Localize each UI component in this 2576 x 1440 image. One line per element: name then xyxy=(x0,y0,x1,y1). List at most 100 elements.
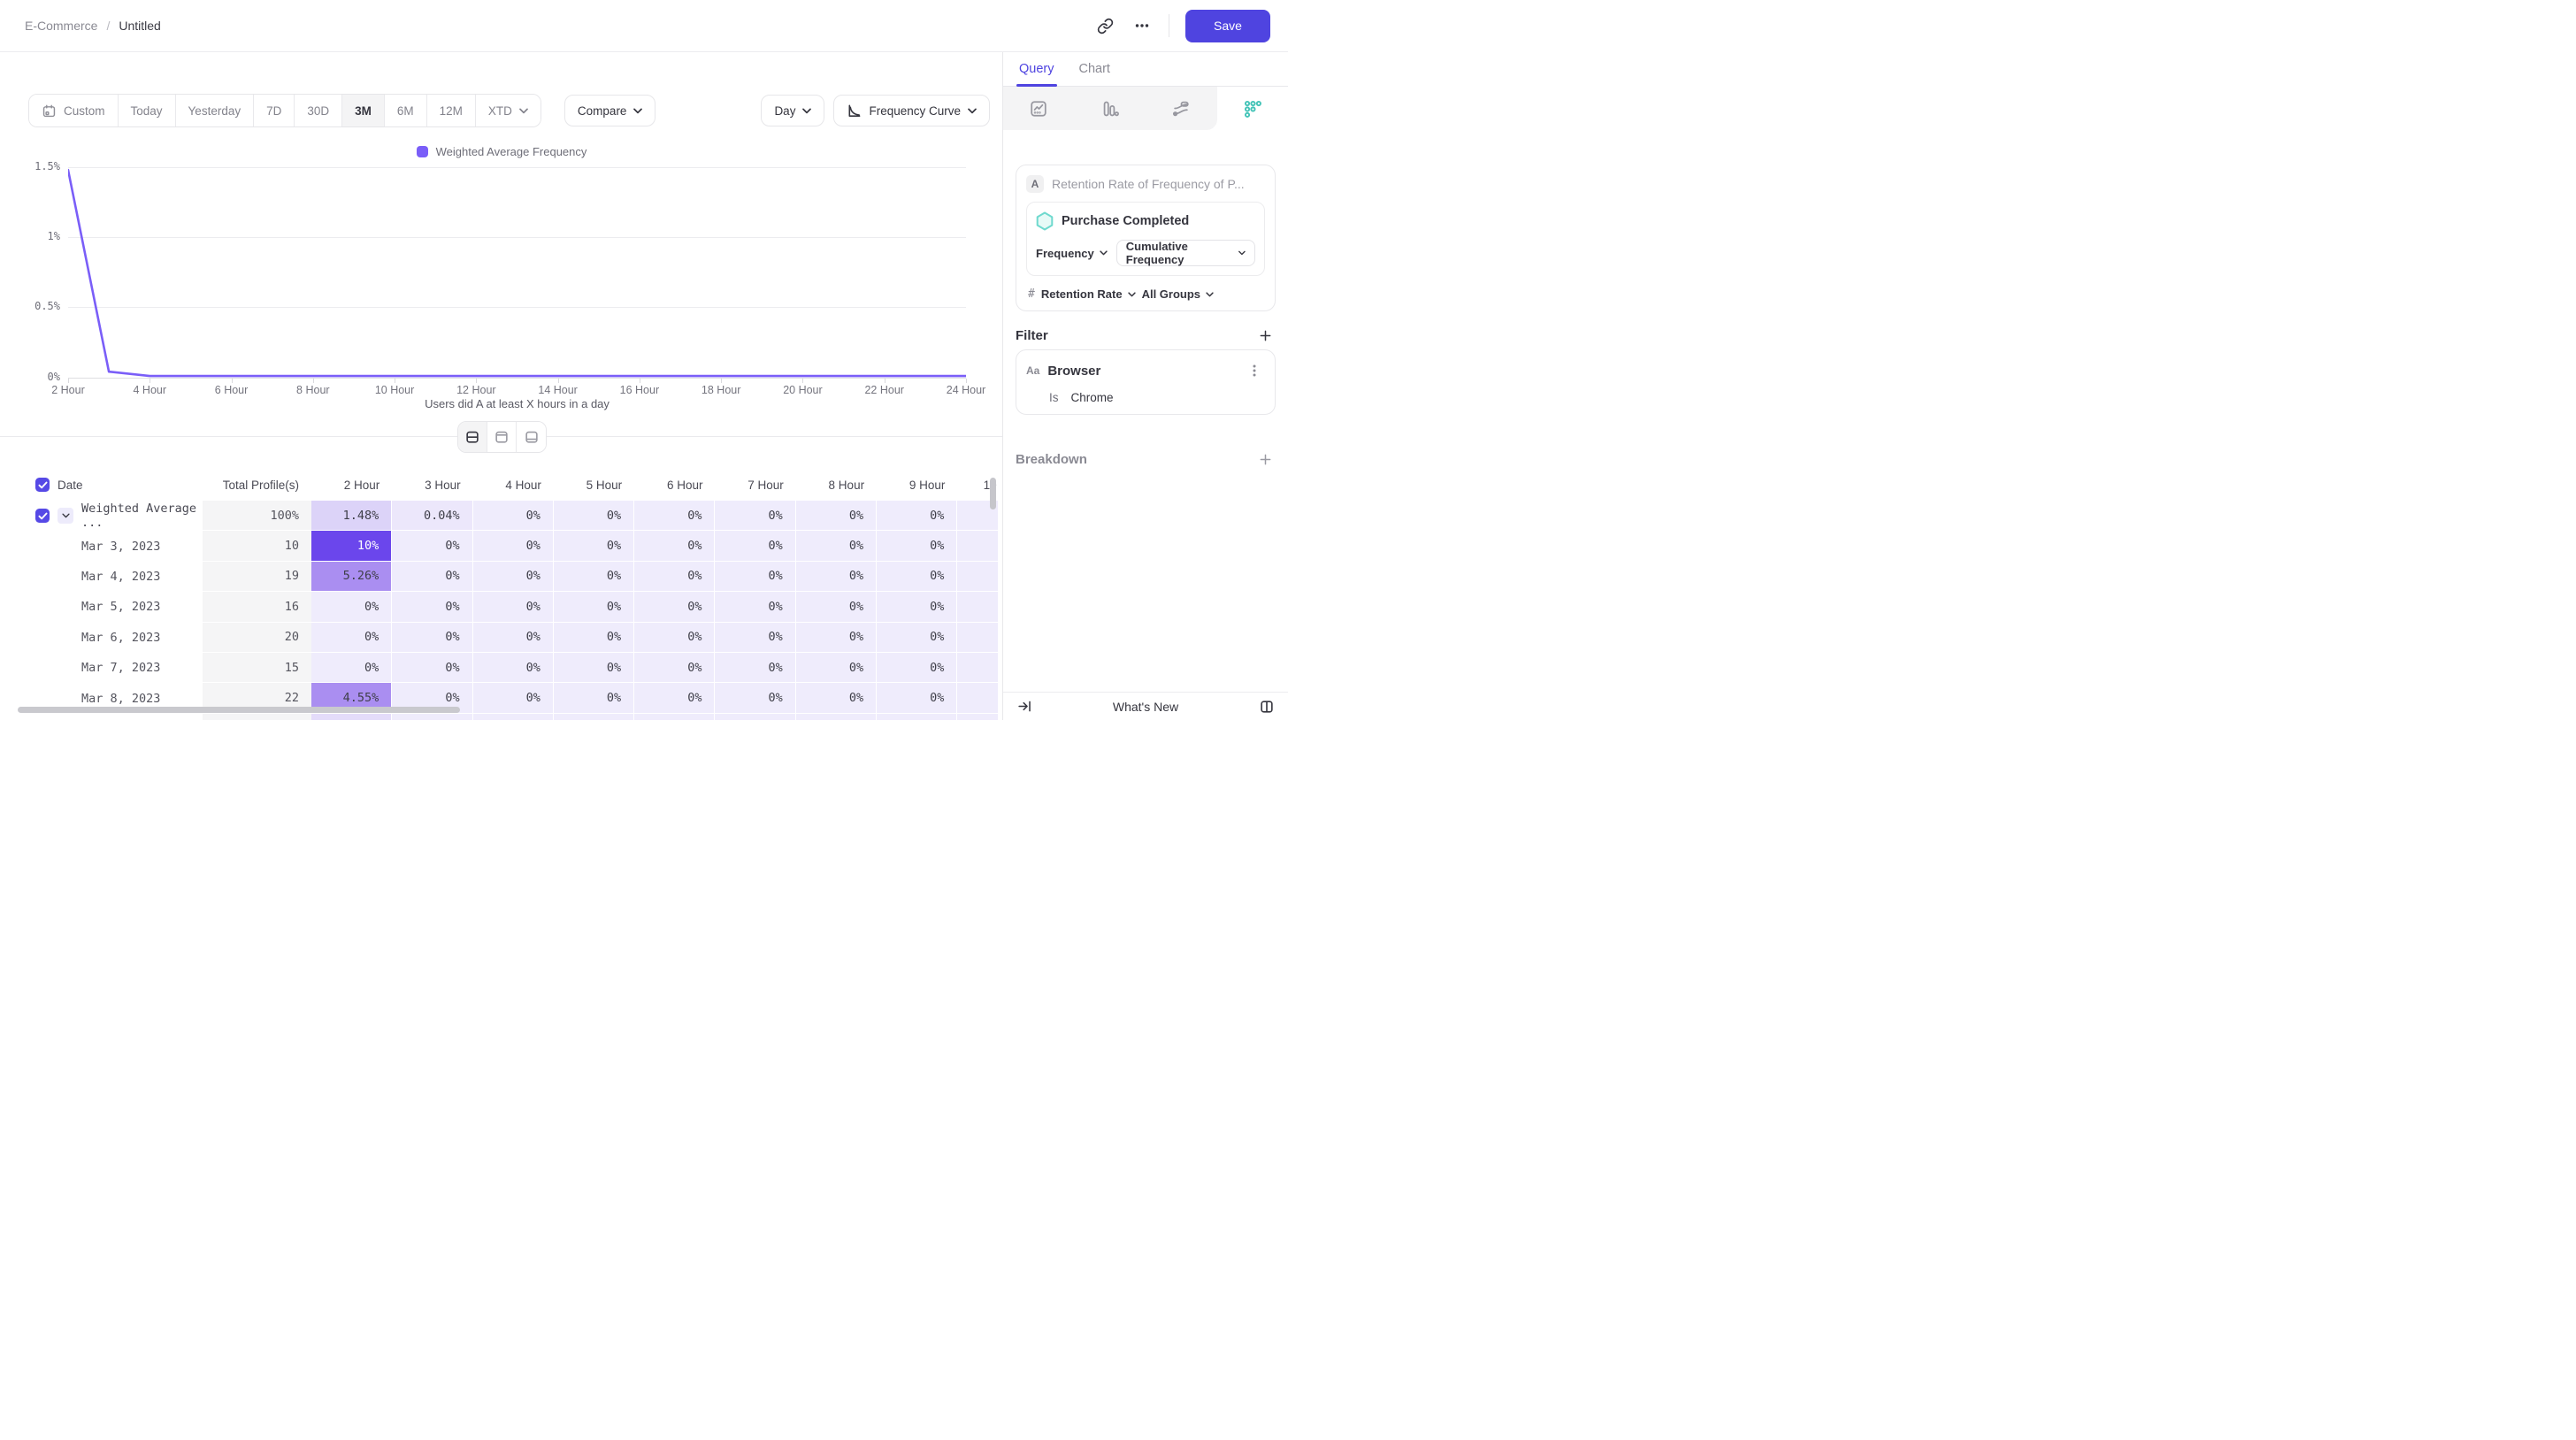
cumulative-frequency-value: Cumulative Frequency xyxy=(1125,240,1188,266)
x-axis-tick: 12 Hour xyxy=(456,383,496,396)
x-axis-tick: 24 Hour xyxy=(946,383,986,396)
range-6m[interactable]: 6M xyxy=(384,95,427,126)
retention-value-cell: 0% xyxy=(553,501,635,532)
kebab-icon xyxy=(1253,364,1256,377)
range-yesterday[interactable]: Yesterday xyxy=(175,95,255,126)
row-label: Mar 4, 2023 xyxy=(81,569,161,584)
retention-value-cell: 0% xyxy=(877,622,958,653)
filter-kebab-button[interactable] xyxy=(1244,360,1265,381)
vertical-scrollbar[interactable] xyxy=(990,478,996,509)
legend-swatch xyxy=(416,146,428,157)
tab-chart[interactable]: Chart xyxy=(1078,62,1110,76)
add-breakdown-button[interactable] xyxy=(1254,448,1276,470)
column-header: 9 Hour xyxy=(908,478,946,492)
row-label: Mar 5, 2023 xyxy=(81,600,161,615)
chart-type-retention[interactable] xyxy=(1216,87,1288,130)
filter-value[interactable]: Chrome xyxy=(1070,391,1114,404)
column-header: 5 Hour xyxy=(586,478,623,492)
collapse-panel-button[interactable] xyxy=(1014,696,1035,717)
add-filter-button[interactable] xyxy=(1254,325,1276,346)
total-profiles-cell: 19 xyxy=(203,561,311,593)
total-profiles-cell: 100% xyxy=(203,501,311,532)
table-only-view-icon xyxy=(525,431,538,443)
compare-label: Compare xyxy=(577,103,627,118)
retention-value-cell: 0% xyxy=(877,592,958,623)
chart-only-view-icon xyxy=(495,431,508,443)
whats-new-link[interactable]: What's New xyxy=(1112,699,1179,714)
chart-type-button[interactable]: Frequency Curve xyxy=(833,95,990,126)
retention-value-cell: 0% xyxy=(392,561,473,593)
row-label: Mar 3, 2023 xyxy=(81,539,161,554)
x-axis-tickmark xyxy=(557,378,559,383)
total-profiles-cell: 20 xyxy=(203,622,311,653)
horizontal-scrollbar[interactable] xyxy=(18,707,460,713)
breadcrumb: E-Commerce / Untitled xyxy=(25,19,161,33)
retention-table: Date Total Profile(s) 2 Hour 3 Hour 4 Hour 5 … xyxy=(18,469,998,720)
y-axis-tick: 0.5% xyxy=(34,300,60,313)
view-toggle xyxy=(457,421,547,453)
tab-query[interactable]: Query xyxy=(1016,52,1056,87)
range-3m[interactable]: 3M xyxy=(342,95,385,126)
granularity-button[interactable]: Day xyxy=(761,95,825,126)
retention-value-cell: 0% xyxy=(392,531,473,562)
retention-value-cell: 1.48% xyxy=(311,501,393,532)
chart-legend[interactable]: Weighted Average Frequency xyxy=(0,145,1002,158)
chart-type-flows[interactable] xyxy=(1146,87,1217,130)
total-profiles-cell: 16 xyxy=(203,592,311,623)
row-expander[interactable] xyxy=(58,508,73,525)
compare-button[interactable]: Compare xyxy=(564,95,656,126)
view-toggle-split[interactable] xyxy=(458,422,487,452)
event-card[interactable]: Purchase Completed Frequency Cumulative … xyxy=(1026,202,1265,276)
retention-value-cell: 0% xyxy=(472,652,554,684)
range-7d[interactable]: 7D xyxy=(254,95,295,126)
legend-label: Weighted Average Frequency xyxy=(435,145,587,158)
funnel-bars-icon xyxy=(1103,101,1119,116)
chart-type-insights[interactable] xyxy=(1003,87,1075,130)
x-axis-tickmark xyxy=(312,378,314,383)
retention-value-cell: 0% xyxy=(795,561,878,593)
series-title[interactable]: Retention Rate of Frequency of P... xyxy=(1052,177,1245,191)
retention-value-cell: 0% xyxy=(472,531,554,562)
event-name[interactable]: Purchase Completed xyxy=(1062,214,1190,228)
retention-value-cell: 0% xyxy=(392,652,473,684)
x-axis-tick: 10 Hour xyxy=(374,383,415,396)
layout-columns-button[interactable] xyxy=(1256,696,1277,717)
view-toggle-table[interactable] xyxy=(517,422,546,452)
save-button[interactable]: Save xyxy=(1185,9,1270,42)
retention-value-cell: 0% xyxy=(311,592,393,623)
breadcrumb-project[interactable]: E-Commerce xyxy=(25,19,98,33)
filter-property[interactable]: Browser xyxy=(1047,363,1101,379)
x-axis-tick: 16 Hour xyxy=(619,383,660,396)
row-checkbox[interactable] xyxy=(35,509,50,524)
retention-value-cell: 0% xyxy=(715,652,796,684)
breadcrumb-current[interactable]: Untitled xyxy=(119,19,161,33)
retention-value-cell: 0% xyxy=(795,652,878,684)
frequency-dropdown[interactable]: Frequency xyxy=(1036,247,1108,260)
filter-operator[interactable]: Is xyxy=(1049,391,1059,404)
more-menu-button[interactable] xyxy=(1131,15,1153,36)
report-main: Custom Today Yesterday 7D 30D 3M 6M 12M XTD Comp… xyxy=(0,52,1003,720)
topbar-actions: Save xyxy=(1094,9,1270,42)
retention-value-cell: 0% xyxy=(553,652,635,684)
chart-type-funnels[interactable] xyxy=(1074,87,1146,130)
groups-dropdown[interactable]: All Groups xyxy=(1142,287,1214,301)
retention-value-cell: 0% xyxy=(795,531,878,562)
select-all-checkbox[interactable] xyxy=(35,478,50,492)
retention-value-cell: 10% xyxy=(311,531,393,562)
retention-value-cell: 0% xyxy=(553,683,635,714)
column-header: Date xyxy=(58,478,83,492)
measure-dropdown[interactable]: Retention Rate xyxy=(1041,287,1136,301)
range-30d[interactable]: 30D xyxy=(295,95,343,126)
range-xtd[interactable]: XTD xyxy=(475,95,540,126)
retention-value-cell xyxy=(957,652,998,684)
table-header-row: Date Total Profile(s) 2 Hour 3 Hour 4 Hour 5 … xyxy=(18,469,998,501)
retention-value-cell: 0% xyxy=(472,592,554,623)
cumulative-frequency-dropdown[interactable]: Cumulative Frequency xyxy=(1116,240,1255,266)
range-today[interactable]: Today xyxy=(118,95,176,126)
copy-link-button[interactable] xyxy=(1094,15,1116,36)
range-custom[interactable]: Custom xyxy=(29,95,119,126)
range-12m[interactable]: 12M xyxy=(426,95,476,126)
retention-value-cell: 0% xyxy=(715,683,796,714)
view-toggle-chart[interactable] xyxy=(487,422,517,452)
frequency-label: Frequency xyxy=(1036,246,1094,260)
